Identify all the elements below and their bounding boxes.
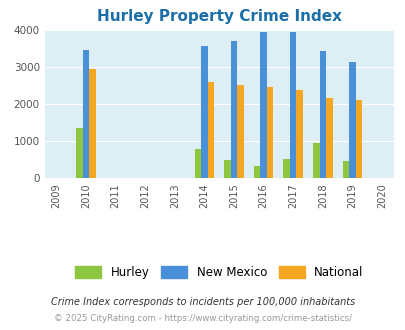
Bar: [348, 62, 355, 178]
Bar: [76, 128, 83, 178]
Bar: [312, 143, 319, 178]
Text: Crime Index corresponds to incidents per 100,000 inhabitants: Crime Index corresponds to incidents per…: [51, 297, 354, 307]
Bar: [253, 166, 260, 178]
Bar: [283, 159, 289, 178]
Bar: [230, 41, 237, 178]
Bar: [83, 50, 89, 178]
Bar: [319, 51, 325, 178]
Bar: [224, 160, 230, 178]
Bar: [296, 90, 302, 178]
Bar: [260, 32, 266, 178]
Bar: [289, 32, 296, 178]
Bar: [266, 87, 273, 178]
Bar: [89, 69, 96, 178]
Bar: [237, 85, 243, 178]
Bar: [355, 100, 361, 178]
Bar: [342, 161, 348, 178]
Bar: [194, 149, 201, 178]
Bar: [207, 82, 214, 178]
Text: © 2025 CityRating.com - https://www.cityrating.com/crime-statistics/: © 2025 CityRating.com - https://www.city…: [54, 314, 351, 323]
Bar: [325, 98, 332, 178]
Bar: [201, 47, 207, 178]
Title: Hurley Property Crime Index: Hurley Property Crime Index: [96, 9, 341, 24]
Legend: Hurley, New Mexico, National: Hurley, New Mexico, National: [70, 261, 367, 284]
